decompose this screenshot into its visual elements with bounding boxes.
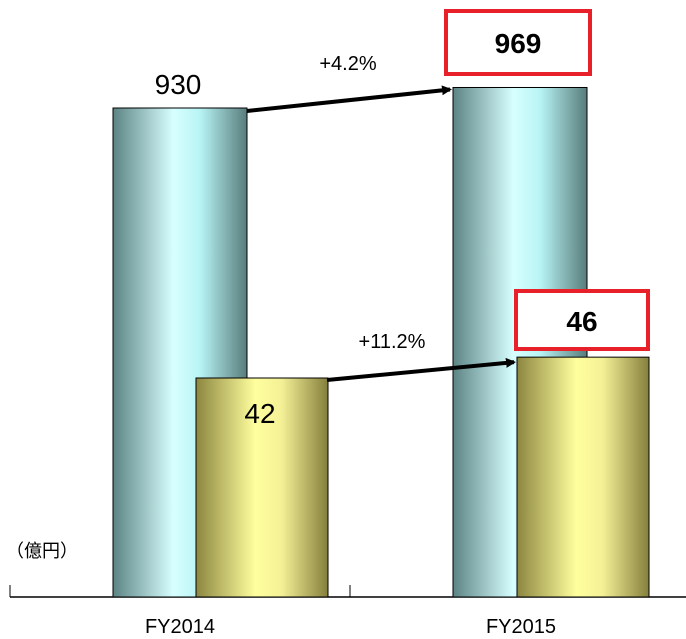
value-label-fy2014-series2: 42 (244, 398, 275, 429)
category-label-fy2014: FY2014 (145, 616, 215, 638)
unit-label: （億円） (6, 541, 78, 561)
bar-fy2015-series2 (516, 356, 650, 598)
growth-label-series2: +11.2% (359, 331, 426, 353)
value-label-fy2014-series1: 930 (155, 69, 202, 100)
highlight-box-series2 (514, 289, 650, 351)
value-label-fy2015-series2: 46 (566, 306, 597, 337)
value-label-fy2015-series1: 969 (495, 28, 542, 59)
highlight-box-series1 (444, 9, 592, 76)
growth-arrow-series1 (246, 85, 452, 113)
growth-label-series1: +4.2% (319, 53, 376, 75)
bar-fy2014-series2 (195, 377, 329, 598)
growth-arrow-series2 (326, 357, 516, 382)
category-label-fy2015: FY2015 (486, 616, 556, 638)
